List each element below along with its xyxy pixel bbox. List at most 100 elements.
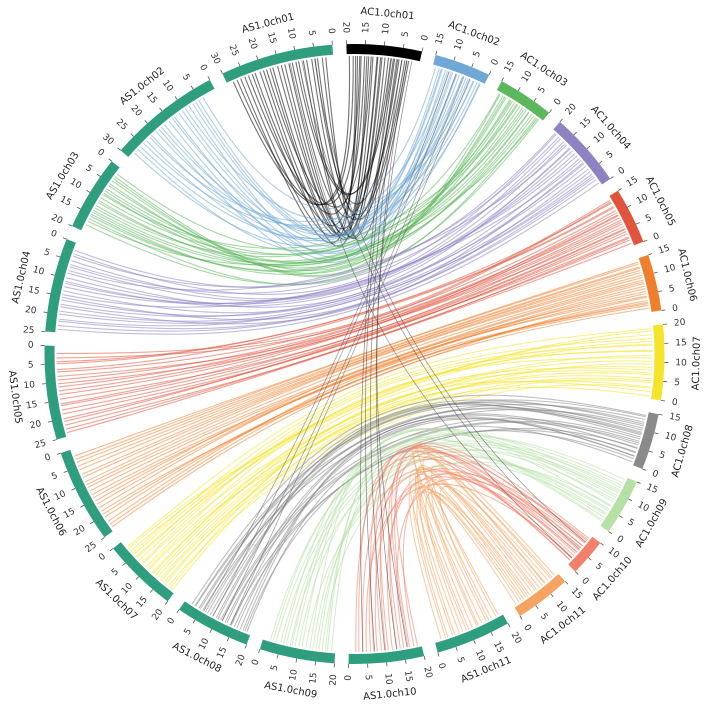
synteny-link: [270, 434, 626, 641]
synteny-link: [62, 230, 627, 415]
tick-mark: [402, 43, 405, 48]
tick-mark: [423, 655, 426, 661]
synteny-link: [417, 464, 538, 628]
synteny-link: [315, 455, 609, 650]
tick-label: 25: [114, 117, 129, 132]
tick-label: 15: [361, 22, 371, 34]
chromosome-segment: [609, 190, 644, 246]
synteny-link: [130, 334, 652, 552]
chromosome-label: AS1.0ch02: [118, 65, 167, 107]
tick-mark: [62, 237, 67, 240]
tick-mark: [575, 571, 579, 575]
tick-label: 20: [509, 631, 523, 646]
synteny-link: [358, 450, 571, 652]
tick-mark: [628, 498, 633, 502]
synteny-link: [109, 97, 507, 274]
synteny-link: [89, 283, 645, 492]
synteny-link: [56, 199, 611, 355]
tick-label: 15: [216, 646, 230, 661]
synteny-link: [215, 403, 642, 619]
synteny-link: [173, 72, 454, 255]
tick-label: 15: [675, 338, 687, 348]
tick-label: 0: [490, 58, 502, 68]
tick-label: 5: [605, 150, 616, 161]
tick-mark: [149, 589, 154, 593]
tick-mark: [46, 292, 51, 295]
synteny-link: [416, 467, 536, 630]
tick-label: 5: [593, 561, 604, 572]
tick-label: 10: [382, 673, 393, 686]
tick-mark: [618, 515, 623, 518]
chromosome-label: AC1.0ch01: [360, 6, 415, 22]
chromosome-segment: [600, 477, 637, 532]
tick-label: 10: [606, 546, 621, 561]
tick-label: 30: [100, 132, 115, 147]
tick-mark: [274, 50, 277, 55]
chromosome-label: AC1.0ch04: [588, 104, 632, 152]
synteny-link: [67, 147, 571, 308]
synteny-link: [61, 228, 626, 411]
tick-label: 5: [42, 247, 51, 258]
chromosome-segment: [633, 412, 659, 469]
synteny-link: [163, 379, 652, 584]
tick-mark: [648, 253, 653, 256]
tick-mark: [586, 145, 591, 150]
tick-mark: [312, 42, 314, 47]
synteny-link: [74, 133, 556, 288]
tick-label: 10: [160, 79, 175, 94]
tick-label: 5: [270, 664, 281, 672]
synteny-link: [65, 150, 573, 307]
chromosome-label: AS1.0ch10: [363, 686, 418, 702]
tick-label: 10: [23, 380, 36, 391]
synteny-link: [116, 93, 500, 252]
synteny-link: [137, 83, 481, 255]
chromosome-label: AC1.0ch10: [591, 555, 635, 603]
tick-label: 15: [25, 400, 38, 412]
tick-label: 5: [50, 471, 59, 482]
synteny-link: [63, 158, 580, 314]
synteny-link: [229, 79, 470, 626]
tick-mark: [80, 504, 85, 508]
tick-mark: [564, 581, 569, 585]
synteny-link: [136, 344, 653, 559]
synteny-link: [70, 141, 564, 294]
chromosome-label: AS1.0ch07: [93, 577, 139, 622]
synteny-link: [101, 296, 648, 512]
synteny-link: [74, 261, 639, 457]
tick-label: 5: [83, 163, 93, 174]
tick-label: 5: [363, 675, 373, 681]
tick-label: 15: [265, 31, 278, 45]
synteny-link: [409, 469, 525, 636]
tick-mark: [207, 76, 211, 81]
tick-mark: [573, 131, 577, 136]
synteny-link: [221, 76, 465, 622]
synteny-link: [321, 462, 606, 651]
tick-label: 25: [226, 43, 240, 57]
tick-mark: [658, 290, 663, 293]
synteny-link: [102, 299, 648, 515]
tick-mark: [122, 562, 126, 566]
tick-label: 10: [592, 130, 607, 145]
tick-label: 20: [674, 318, 687, 329]
chromosome-label: AC1.0ch06: [675, 247, 698, 302]
tick-label: 10: [53, 489, 68, 503]
tick-mark: [192, 619, 196, 624]
tick-mark: [453, 56, 456, 61]
tick-mark: [653, 271, 658, 274]
chromosome-segment: [72, 161, 120, 231]
tick-label: 0: [250, 658, 261, 667]
chromosome-segment: [45, 239, 76, 333]
tick-mark: [635, 222, 640, 225]
tick-label: 0: [651, 469, 660, 481]
synteny-link: [93, 288, 646, 499]
synteny-link: [376, 61, 413, 648]
tick-label: 0: [95, 147, 106, 159]
tick-label: 5: [110, 567, 121, 578]
chromosome-segment: [259, 639, 336, 664]
tick-label: 20: [246, 37, 259, 51]
synteny-link: [375, 60, 408, 650]
synteny-link: [416, 442, 555, 616]
synteny-link: [135, 343, 653, 558]
tick-label: 15: [491, 640, 505, 655]
synteny-link: [232, 56, 351, 206]
